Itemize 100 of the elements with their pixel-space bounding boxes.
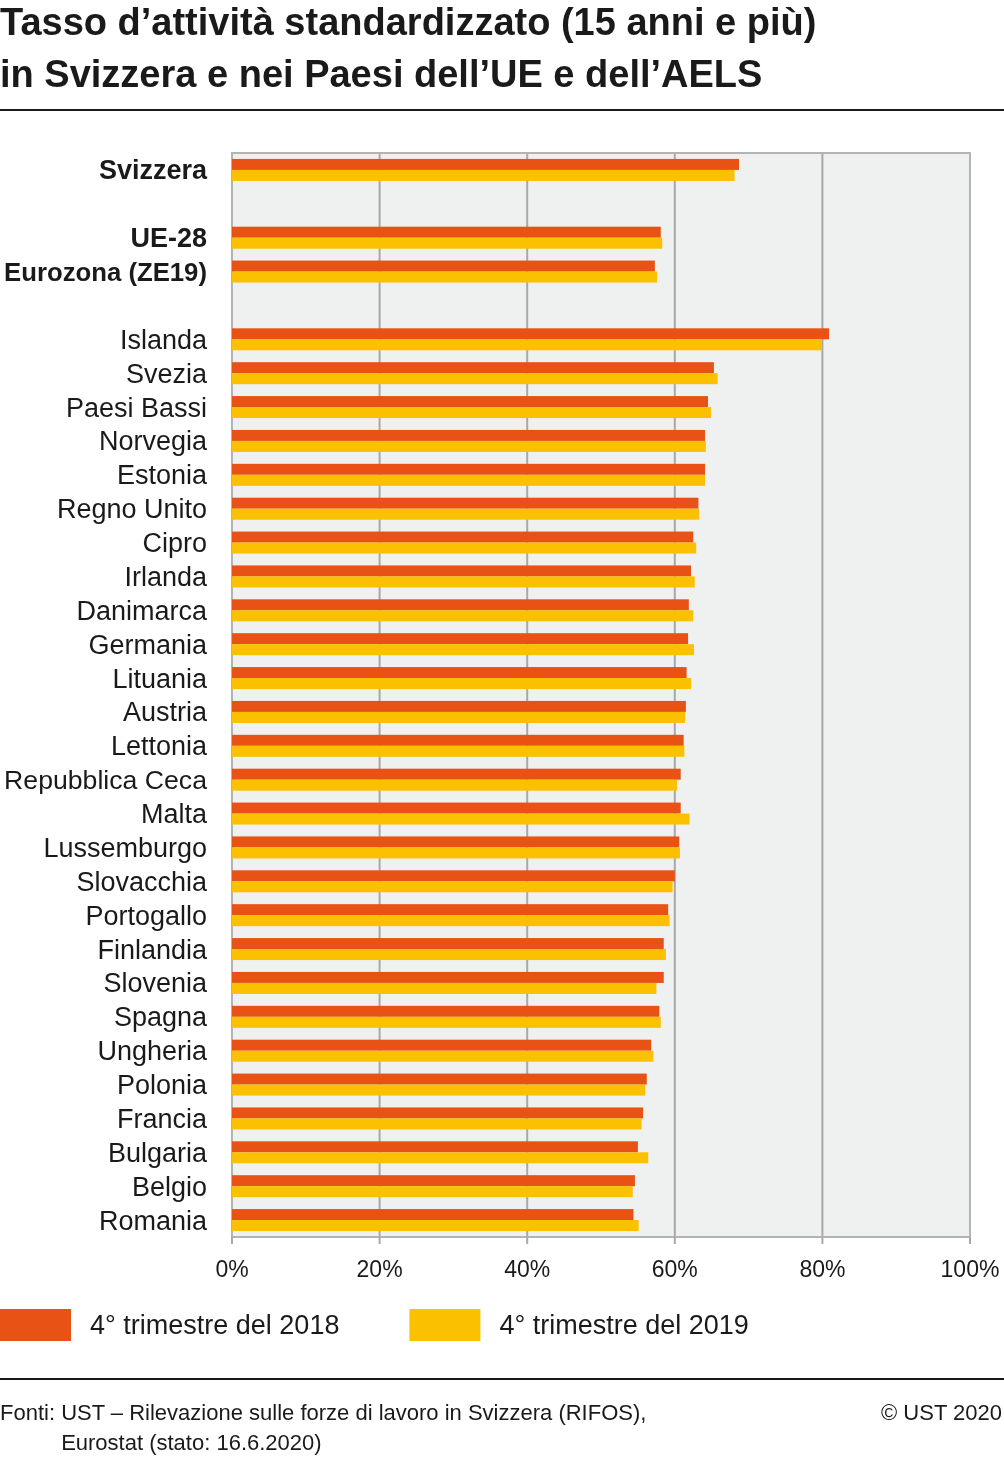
- bar: [232, 542, 697, 554]
- bar: [232, 497, 699, 509]
- bar: [232, 271, 658, 283]
- y-tick-label: Slovenia: [103, 968, 208, 999]
- y-tick-label: Estonia: [116, 460, 208, 491]
- bar: [232, 644, 694, 656]
- bar: [232, 802, 681, 814]
- bar: [232, 1005, 660, 1017]
- bar: [232, 734, 684, 746]
- x-tick-label: 20%: [356, 1256, 403, 1282]
- bar: [232, 328, 830, 340]
- bar: [232, 1152, 649, 1164]
- y-tick-label: Germania: [88, 629, 208, 660]
- bar: [232, 508, 700, 520]
- bar: [232, 1220, 639, 1232]
- bar: [232, 463, 706, 475]
- bar: [232, 158, 740, 170]
- bar: [232, 599, 689, 611]
- x-tick-label: 40%: [504, 1256, 551, 1282]
- bar: [232, 531, 694, 543]
- bar: [232, 407, 711, 419]
- bar: [232, 362, 714, 374]
- y-tick-label: Lussemburgo: [43, 832, 207, 863]
- bar: [232, 700, 686, 712]
- y-tick-label: Paesi Bassi: [65, 392, 207, 423]
- y-tick-label: Repubblica Ceca: [4, 765, 208, 796]
- bar: [232, 768, 681, 780]
- bar: [232, 667, 687, 679]
- x-tick-label: 0%: [215, 1256, 249, 1282]
- bar: [232, 847, 680, 859]
- legend-label: 4° trimestre del 2018: [90, 1310, 340, 1341]
- bar: [232, 678, 692, 690]
- bar: [232, 226, 661, 238]
- x-tick-label: 100%: [940, 1256, 1000, 1282]
- bar: [232, 429, 706, 441]
- y-tick-label: Spagna: [113, 1002, 208, 1033]
- bar: [232, 1073, 647, 1085]
- bar: [232, 474, 706, 486]
- y-tick-label: UE-28: [130, 223, 207, 254]
- bar: [232, 576, 695, 588]
- y-tick-label: Irlanda: [124, 561, 208, 592]
- x-tick-label: 60%: [651, 1256, 698, 1282]
- bar: [232, 565, 692, 577]
- bar: [232, 949, 666, 961]
- bar: [232, 779, 678, 791]
- y-tick-label: Eurozona (ZE19): [4, 257, 207, 286]
- y-tick-label: Portogallo: [85, 900, 207, 931]
- bar: [232, 915, 670, 927]
- bar: [232, 1186, 633, 1198]
- text: © UST 2020: [881, 1400, 1002, 1425]
- bar: [232, 971, 664, 983]
- y-tick-label: Ungheria: [97, 1036, 208, 1067]
- bar: [232, 1084, 646, 1096]
- y-tick-label: Slovacchia: [76, 866, 208, 897]
- y-tick-label: Cipro: [142, 528, 207, 559]
- y-tick-label: Francia: [116, 1103, 208, 1134]
- y-tick-label: Islanda: [119, 324, 208, 355]
- y-tick-label: Austria: [122, 697, 208, 728]
- bar: [232, 1141, 638, 1153]
- bar: [232, 260, 655, 272]
- y-tick-label: Bulgaria: [107, 1137, 208, 1168]
- bar: [232, 396, 709, 408]
- bar: [232, 1118, 642, 1130]
- y-tick-label: Belgio: [131, 1171, 207, 1202]
- bar: [232, 745, 685, 757]
- y-tick-label: Finlandia: [97, 934, 208, 965]
- y-tick-label: Romania: [98, 1205, 208, 1236]
- bar: [232, 169, 735, 181]
- text: Fonti: UST – Rilevazione sulle forze di lavoro in Svizzera (RIFOS), Eurostat (stato: 16.6.2020): [0, 1400, 647, 1455]
- legend-label: 4° trimestre del 2019: [499, 1310, 749, 1341]
- y-tick-label: Svizzera: [98, 155, 208, 186]
- y-tick-label: Malta: [140, 799, 208, 830]
- bar: [232, 904, 669, 916]
- y-tick-label: Lituania: [112, 663, 208, 694]
- bar: [232, 1039, 652, 1051]
- bar: [232, 1050, 654, 1062]
- bar: [232, 1209, 634, 1221]
- bar: [232, 373, 718, 385]
- chart-title: Tasso d’attività standardizzato (15 anni e più) in Svizzera e nei Paesi dell’UE e dell’AELS: [0, 1, 817, 95]
- y-tick-label: Svezia: [125, 358, 208, 389]
- bar: [232, 1107, 644, 1119]
- bar: [232, 881, 673, 893]
- y-tick-label: Danimarca: [76, 595, 208, 626]
- bar: [232, 610, 694, 622]
- bar: [232, 813, 690, 825]
- bar: [232, 711, 686, 723]
- bar: [232, 1175, 635, 1187]
- bar: [232, 237, 663, 249]
- bar: [232, 938, 664, 950]
- bar: [232, 1016, 661, 1028]
- bar: [232, 870, 675, 882]
- bar: [232, 982, 657, 994]
- y-tick-label: Norvegia: [98, 426, 208, 457]
- y-tick-label: Regno Unito: [56, 494, 207, 525]
- y-tick-label: Polonia: [116, 1070, 208, 1101]
- bar: [232, 440, 706, 452]
- bar: [232, 339, 822, 351]
- bar: [232, 633, 689, 645]
- bar: [232, 836, 680, 848]
- x-tick-label: 80%: [799, 1256, 846, 1282]
